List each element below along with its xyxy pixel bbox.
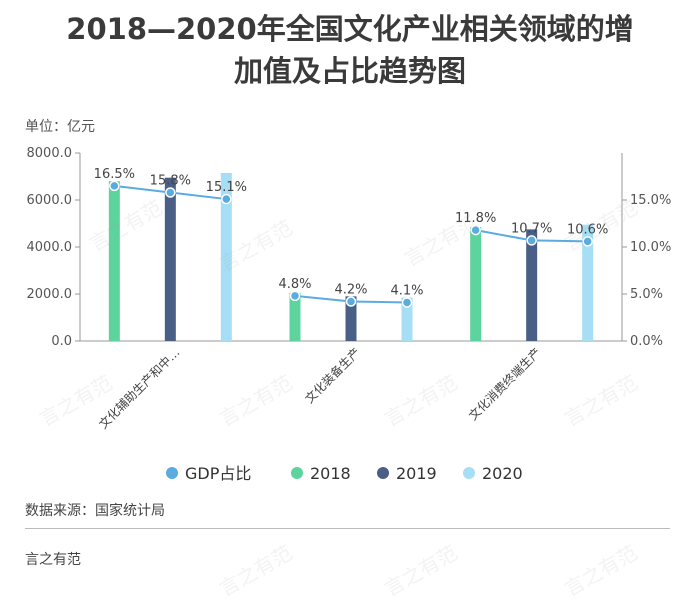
line-point: [289, 290, 301, 302]
y-left-tick-label: 6000.0: [27, 193, 73, 208]
data-label: 10.7%: [511, 221, 552, 236]
legend-marker: [166, 467, 178, 479]
y-right-tick-label: 15.0%: [630, 193, 671, 208]
data-label: 4.2%: [334, 283, 367, 298]
legend-label: 2020: [482, 464, 523, 483]
data-label: 15.1%: [206, 180, 247, 195]
chart-title-line1: 2018—2020年全国文化产业相关领域的增: [66, 12, 634, 46]
line-point: [401, 297, 413, 308]
bar: [220, 172, 232, 341]
bar: [470, 227, 482, 341]
x-tick-label: 文化消费终端生产: [465, 345, 543, 423]
data-label: 4.1%: [390, 283, 423, 298]
y-left-tick-label: 2000.0: [27, 287, 73, 302]
legend-label: 2018: [310, 464, 351, 483]
line-point: [165, 187, 176, 198]
brand-name: 言之有范: [25, 552, 81, 568]
bar: [526, 229, 538, 341]
data-label: 15.8%: [150, 173, 191, 188]
data-label: 16.5%: [94, 167, 135, 182]
bar: [582, 224, 594, 341]
divider: [25, 528, 670, 529]
bar: [289, 292, 301, 341]
y-right-tick-label: 0.0%: [630, 334, 663, 349]
line-point: [470, 224, 481, 236]
legend-marker: [377, 467, 389, 479]
chart-title: 2018—2020年全国文化产业相关领域的增 加值及占比趋势图: [0, 8, 700, 92]
y-left-tick-label: 0.0: [51, 334, 72, 349]
legend-marker: [463, 467, 475, 479]
legend-label: 2019: [396, 464, 437, 483]
line-point: [526, 235, 537, 246]
data-label: 4.8%: [278, 277, 311, 292]
x-tick-label: 文化装备生产: [302, 345, 364, 407]
line-point: [345, 296, 357, 307]
bar: [345, 296, 357, 341]
legend-marker: [291, 467, 303, 479]
bar: [164, 177, 176, 341]
legend-label: GDP占比: [185, 464, 251, 483]
bar: [108, 181, 120, 341]
line-point: [582, 236, 593, 247]
data-label: 11.8%: [455, 211, 496, 226]
bar: [401, 297, 413, 341]
chart-title-line2: 加值及占比趋势图: [233, 54, 466, 88]
y-right-tick-label: 10.0%: [630, 240, 671, 255]
line-point: [109, 180, 120, 192]
y-right-tick-label: 5.0%: [630, 287, 663, 302]
y-left-tick-label: 4000.0: [27, 240, 73, 255]
line-point: [221, 193, 232, 205]
data-label: 10.6%: [567, 222, 608, 237]
data-source: 数据来源：国家统计局: [25, 503, 165, 519]
x-tick-label: 文化辅助生产和中…: [95, 345, 182, 432]
unit-label: 单位：亿元: [25, 119, 95, 135]
y-left-tick-label: 8000.0: [27, 146, 73, 161]
